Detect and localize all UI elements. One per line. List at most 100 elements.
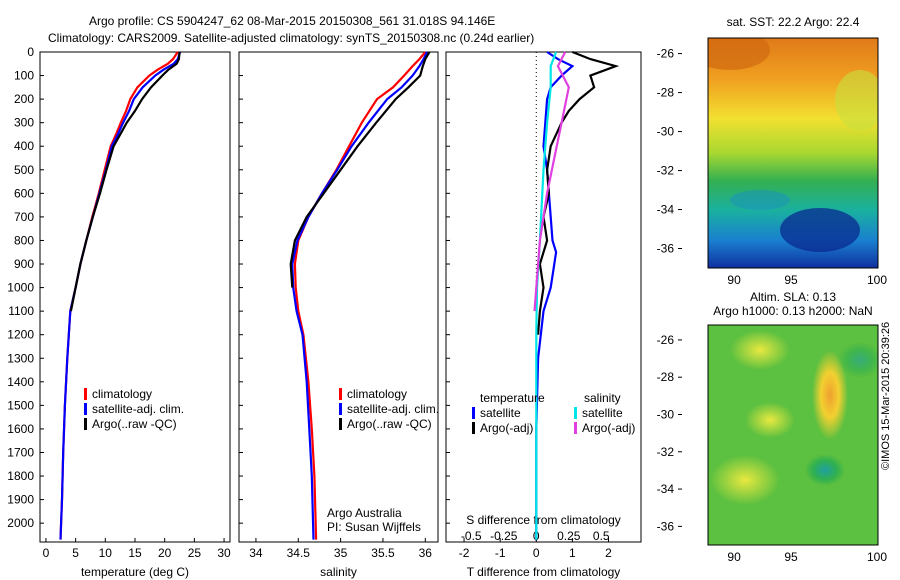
map-y-tick-label: -30	[657, 407, 675, 421]
x-tick-label: 34.5	[287, 546, 311, 560]
x-tick-label: 20	[158, 546, 172, 560]
y-tick-label: 500	[14, 163, 34, 177]
series-line-argo--adj---salinity-	[533, 51, 570, 312]
plot-frame	[39, 51, 231, 543]
legend-label: satellite	[582, 406, 623, 420]
x-tick-label: 35	[334, 546, 348, 560]
map-x-tick-label: 90	[727, 550, 741, 564]
y-tick-label: 800	[14, 233, 34, 247]
legend-swatch	[472, 407, 475, 419]
y-tick-label: 1900	[7, 493, 34, 507]
annotation-line-2: PI: Susan Wijffels	[327, 520, 421, 534]
y-tick-label: 600	[14, 186, 34, 200]
x-tick-label: -2	[459, 546, 470, 560]
title-line-2: Climatology: CARS2009. Satellite-adjuste…	[48, 31, 534, 45]
x-axis-label-top: S difference from climatology	[466, 513, 621, 527]
x-tick-label-salinity: -0.5	[461, 529, 482, 543]
map-y-tick-label: -28	[657, 370, 675, 384]
y-tick-label: 1500	[7, 398, 34, 412]
legend-label: satellite-adj. clim.	[347, 402, 439, 416]
map-y-tick-label: -34	[657, 203, 675, 217]
legend-swatch	[574, 422, 577, 434]
x-tick-label-salinity: 0.5	[593, 529, 610, 543]
y-tick-label: 1400	[7, 375, 34, 389]
legend-swatch	[339, 388, 342, 400]
x-tick-label-salinity: -0.25	[490, 529, 518, 543]
legend-swatch	[84, 388, 87, 400]
y-tick-label: 400	[14, 139, 34, 153]
x-tick-label: 10	[99, 546, 113, 560]
map-y-tick-label: -26	[657, 333, 675, 347]
sst-map: sat. SST: 22.2 Argo: 22.4 -26 -28 -30 -32 -3…	[657, 15, 888, 287]
plot-frame	[445, 51, 642, 543]
x-tick-label: 0	[533, 546, 540, 560]
legend-header-temperature: temperature	[480, 391, 545, 405]
y-tick-label: 2000	[7, 516, 34, 530]
legend-swatch	[472, 422, 475, 434]
sst-map-title: sat. SST: 22.2 Argo: 22.4	[727, 15, 860, 29]
y-tick-label: 100	[14, 69, 34, 83]
y-tick-label: 1600	[7, 422, 34, 436]
plot-frame	[238, 51, 439, 543]
legend-header-salinity: salinity	[584, 391, 621, 405]
map-y-tick-label: -26	[657, 47, 675, 61]
x-tick-label: 1	[569, 546, 576, 560]
legend-swatch	[574, 407, 577, 419]
x-tick-label: 30	[217, 546, 231, 560]
sla-map: Altim. SLA: 0.13 Argo h1000: 0.13 h2000:…	[657, 290, 888, 564]
series-line-argo--adj-	[537, 50, 620, 335]
map-y-tick-label: -34	[657, 482, 675, 496]
series-line-argo---raw--qc-	[289, 51, 431, 288]
x-tick-label: 36	[419, 546, 433, 560]
x-tick-label: 25	[188, 546, 202, 560]
sla-map-title-2: Argo h1000: 0.13 h2000: NaN	[713, 304, 872, 318]
y-tick-label: 1100	[8, 304, 34, 318]
salinity-panel: 34 34.5 35 35.5 36 salinity climatologysatelli…	[238, 51, 439, 579]
map-y-tick-label: -36	[657, 519, 675, 533]
map-x-tick-label: 100	[867, 273, 887, 287]
map-x-tick-label: 100	[867, 550, 887, 564]
y-tick-label: 1300	[7, 351, 34, 365]
map-y-tick-label: -36	[657, 242, 675, 256]
x-axis-label: T difference from climatology	[467, 565, 621, 579]
x-axis-label: salinity	[320, 565, 357, 579]
x-tick-label: 5	[72, 546, 79, 560]
legend-label: Argo(..raw -QC)	[347, 417, 432, 431]
map-y-tick-label: -28	[657, 86, 675, 100]
x-tick-label: 0	[43, 546, 50, 560]
x-tick-label: 35.5	[371, 546, 395, 560]
x-tick-label: 2	[605, 546, 612, 560]
x-tick-label: 34	[249, 546, 263, 560]
x-tick-label: -1	[495, 546, 506, 560]
y-tick-label: 200	[14, 92, 34, 106]
map-x-tick-label: 95	[784, 550, 798, 564]
legend-label: Argo(..raw -QC)	[92, 417, 177, 431]
x-axis-label: temperature (deg C)	[81, 565, 189, 579]
legend-label: Argo(-adj)	[480, 421, 533, 435]
x-tick-label-salinity: 0.25	[557, 529, 581, 543]
legend-swatch	[84, 418, 87, 430]
legend-swatch	[84, 403, 87, 415]
y-tick-label: 1200	[7, 328, 34, 342]
map-y-tick-label: -30	[657, 125, 675, 139]
legend-label: satellite	[480, 406, 521, 420]
y-tick-label: 1700	[7, 445, 34, 459]
x-tick-label: 15	[128, 546, 142, 560]
legend-label: climatology	[347, 387, 407, 401]
y-tick-label: 900	[14, 257, 34, 271]
y-tick-label: 0	[27, 45, 34, 59]
legend-label: Argo(-adj)	[582, 421, 635, 435]
map-x-tick-label: 95	[784, 273, 798, 287]
y-tick-label: 300	[14, 116, 34, 130]
difference-panel: -2 -1 0 1 2 T difference from climatology S di…	[445, 50, 642, 579]
sla-map-title-1: Altim. SLA: 0.13	[750, 290, 836, 304]
copyright-stamp: ©IMOS 15-Mar-2015 20:39:26	[880, 321, 892, 470]
annotation-line-1: Argo Australia	[327, 506, 402, 520]
map-y-tick-label: -32	[657, 164, 675, 178]
temperature-panel: 0100200300400500600700800900100011001200…	[7, 45, 231, 579]
legend-label: climatology	[92, 387, 152, 401]
title-line-1: Argo profile: CS 5904247_62 08-Mar-2015 …	[89, 14, 495, 28]
legend-label: satellite-adj. clim.	[92, 402, 184, 416]
y-tick-label: 700	[14, 210, 34, 224]
